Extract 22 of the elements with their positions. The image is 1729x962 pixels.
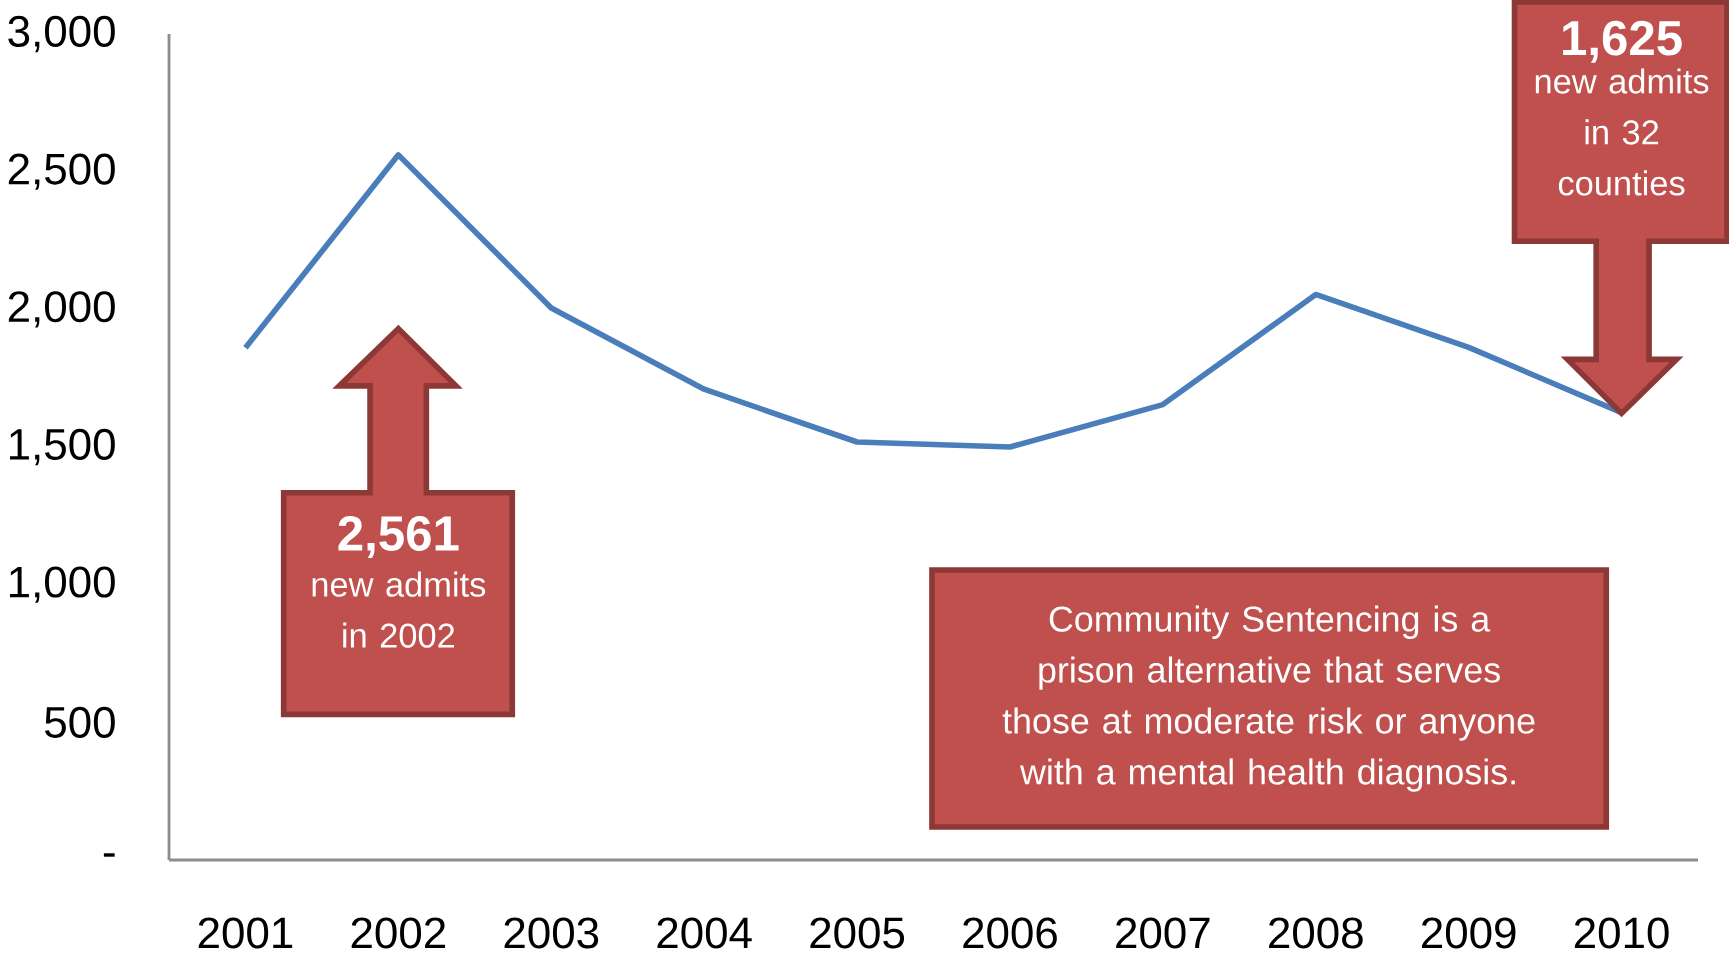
annotation: 2,561 bbox=[338, 515, 459, 558]
annotation: 1,625 bbox=[1563, 20, 1682, 63]
y-tick-label: 2,500 bbox=[8, 153, 115, 190]
y-tick-label: - bbox=[103, 853, 115, 857]
x-tick-label: 2007 bbox=[1116, 917, 1210, 949]
y-tick-label: 1,500 bbox=[10, 428, 115, 466]
x-tick-label: 2002 bbox=[351, 917, 445, 949]
x-tick-label: 2001 bbox=[198, 917, 293, 949]
x-tick-label: 2010 bbox=[1574, 917, 1669, 949]
y-tick-label: 1,000 bbox=[10, 566, 115, 603]
annotation: new admits in 2002 bbox=[312, 571, 486, 648]
annotation: Community Sentencing is a prison alternative that serves those at moderate risk or anyone with a mental health diagnosis. bbox=[1002, 605, 1535, 792]
x-tick-label: 2005 bbox=[810, 917, 905, 949]
annotation: new admits in 32 counties bbox=[1535, 68, 1709, 196]
x-tick-label: 2003 bbox=[504, 917, 599, 949]
x-tick-label: 2006 bbox=[963, 917, 1057, 949]
y-tick-label: 500 bbox=[45, 706, 115, 738]
x-tick-label: 2009 bbox=[1422, 917, 1516, 949]
y-tick-label: 2,000 bbox=[8, 291, 115, 328]
y-tick-label: 3,000 bbox=[8, 15, 115, 53]
x-tick-label: 2008 bbox=[1269, 917, 1363, 949]
x-tick-label: 2004 bbox=[657, 917, 752, 949]
